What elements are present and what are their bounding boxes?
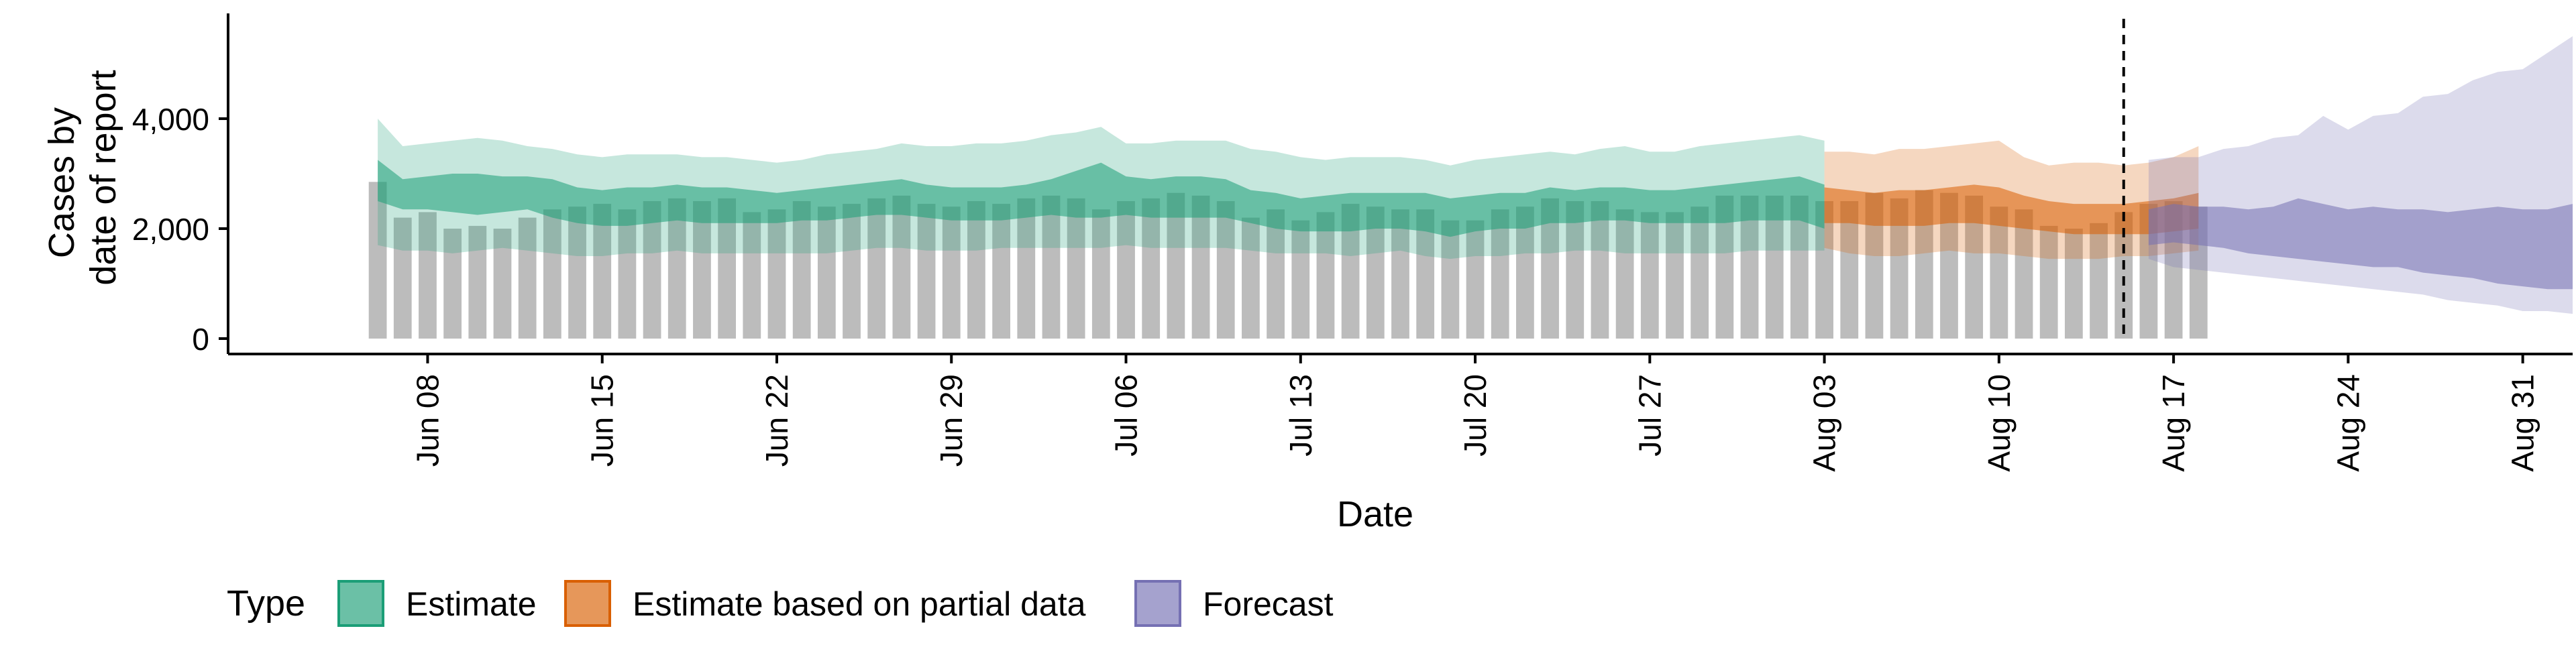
bar-reported-cases: [1191, 195, 1210, 339]
bar-reported-cases: [543, 209, 561, 339]
bar-reported-cases: [1067, 198, 1085, 339]
bar-reported-cases: [1017, 198, 1036, 339]
bar-reported-cases: [1391, 209, 1409, 339]
bar-reported-cases: [1566, 201, 1585, 339]
y-axis-title: Cases by date of report: [42, 70, 123, 285]
legend-swatch-forecast: [1134, 580, 1181, 627]
band-50-forecast: [2148, 198, 2573, 290]
estimate-bands: [378, 36, 2573, 314]
bar-reported-cases: [892, 195, 911, 339]
x-tick-label: Aug 24: [2330, 374, 2365, 472]
x-tick-label: Jun 15: [585, 374, 620, 467]
bar-reported-cases: [1267, 209, 1285, 339]
bar-reported-cases: [1216, 201, 1235, 339]
bar-reported-cases: [1491, 209, 1509, 339]
bar-reported-cases: [568, 207, 586, 339]
bar-reported-cases: [2015, 209, 2033, 339]
bar-reported-cases: [1466, 220, 1485, 339]
bar-reported-cases: [368, 182, 387, 339]
bar-reported-cases: [1117, 201, 1135, 339]
legend-swatch-estimate-based-on-partial-data: [564, 580, 611, 627]
bar-reported-cases: [867, 198, 886, 339]
x-tick-label: Jul 27: [1632, 374, 1667, 457]
bar-reported-cases: [1291, 220, 1310, 339]
bar-reported-cases: [1591, 201, 1609, 339]
bar-reported-cases: [593, 204, 612, 339]
bar-reported-cases: [967, 201, 985, 339]
y-tick-label: 0: [192, 322, 209, 357]
x-tick-label: Jun 29: [934, 374, 969, 467]
bar-reported-cases: [1990, 207, 2008, 339]
x-axis-ticks: Jun 08 Jun 15 Jun 22 Jun 29 Jul 06 Jul 13 Jul …: [410, 354, 2540, 472]
bar-reported-cases: [419, 212, 437, 339]
bar-reported-cases: [518, 217, 537, 339]
x-axis-title: Date: [1337, 494, 1413, 534]
bar-reported-cases: [1640, 212, 1659, 339]
bar-reported-cases: [1242, 217, 1260, 339]
bar-reported-cases: [1042, 195, 1061, 339]
bar-reported-cases: [693, 201, 711, 339]
bar-reported-cases: [743, 212, 761, 339]
x-tick-label: Aug 17: [2156, 374, 2191, 472]
x-tick-label: Aug 31: [2506, 374, 2540, 472]
x-tick-label: Jul 20: [1458, 374, 1493, 457]
bar-reported-cases: [767, 209, 786, 339]
bar-reported-cases: [1840, 201, 1859, 339]
bar-reported-cases: [1441, 220, 1460, 339]
bar-reported-cases: [1690, 207, 1709, 339]
bar-reported-cases: [493, 229, 512, 339]
x-tick-label: Jul 06: [1109, 374, 1144, 457]
x-tick-label: Aug 03: [1807, 374, 1842, 472]
bar-reported-cases: [2090, 223, 2108, 339]
bar-reported-cases: [1091, 209, 1110, 339]
bar-reported-cases: [1615, 209, 1634, 339]
bar-reported-cases: [667, 198, 686, 339]
x-tick-label: Jul 13: [1283, 374, 1318, 457]
y-tick-label: 2,000: [132, 212, 209, 247]
bar-reported-cases: [817, 207, 836, 339]
bar-reported-cases: [393, 217, 412, 339]
legend-swatch-estimate: [337, 580, 384, 627]
bar-reported-cases: [992, 204, 1010, 339]
legend: Type Estimate Estimate based on partial d…: [227, 580, 1334, 627]
bar-reported-cases: [843, 204, 861, 339]
bar-reported-cases: [618, 209, 637, 339]
bar-reported-cases: [2039, 225, 2058, 339]
axes: 0 2,000 4,000 Jun 08 Jun 15 Jun 22 Jun 29 Jul …: [132, 13, 2573, 472]
legend-label-forecast: Forecast: [1203, 585, 1334, 623]
band-50-estimate: [378, 160, 1825, 237]
y-axis-title-line2: date of report: [83, 70, 123, 285]
x-tick-label: Jun 22: [759, 374, 794, 467]
bar-reported-cases: [942, 207, 961, 339]
y-tick-label: 4,000: [132, 102, 209, 137]
legend-label-estimate: Estimate: [406, 585, 537, 623]
legend-label-estimate-based-on-partial-data: Estimate based on partial data: [633, 585, 1086, 623]
x-tick-label: Aug 10: [1982, 374, 2017, 472]
x-tick-label: Jun 08: [410, 374, 445, 467]
bar-reported-cases: [1316, 212, 1335, 339]
y-axis-title-line1: Cases by: [42, 107, 82, 258]
bar-reported-cases: [468, 225, 487, 339]
bar-reported-cases: [643, 201, 661, 339]
bar-reported-cases: [1666, 212, 1684, 339]
band-50-estimate-based-on-partial-data: [1824, 184, 2199, 235]
y-axis-ticks: 0 2,000 4,000: [132, 102, 228, 357]
legend-title: Type: [227, 583, 305, 624]
bar-reported-cases: [2064, 229, 2083, 339]
bar-reported-cases: [1142, 198, 1161, 339]
bar-reported-cases: [443, 229, 462, 339]
bar-reported-cases: [917, 204, 936, 339]
bar-reported-cases: [792, 201, 811, 339]
